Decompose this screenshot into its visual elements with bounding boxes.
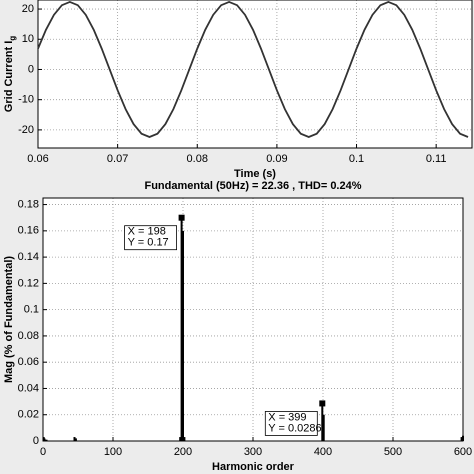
axes-frame	[42, 197, 464, 442]
x-tick-label: 100	[104, 446, 122, 458]
x-tick-label: 0.07	[107, 153, 128, 165]
x-axis-label: Time (s)	[234, 168, 276, 180]
y-tick-label: 0	[28, 63, 34, 75]
x-tick-label: 0.09	[266, 153, 287, 165]
y-tick-label: 0.08	[18, 330, 39, 342]
x-tick-label: 400	[314, 446, 332, 458]
data-tip-marker	[178, 214, 185, 221]
x-axis-label: Harmonic order	[212, 461, 295, 473]
y-tick-label: 0.1	[24, 304, 39, 316]
bottom-axes-bg	[43, 198, 463, 441]
y-axis-label: Mag (% of Fundamental)	[3, 256, 15, 383]
data-tip-text: Y = 0.0286	[268, 422, 321, 434]
x-tick-label: 0.11	[426, 153, 447, 165]
data-tip-box	[124, 225, 177, 251]
data-tip-text: X = 198	[128, 226, 166, 238]
y-tick-label: 10	[22, 33, 34, 45]
data-tip-marker	[319, 400, 326, 407]
y-tick-label: 0.04	[18, 382, 39, 394]
y-axis-label-text: Mag (% of Fundamental)	[3, 256, 15, 383]
y-tick-label: -20	[18, 124, 34, 136]
x-tick-label: 0	[40, 446, 46, 458]
y-tick-label: -10	[18, 94, 34, 106]
top-axes-bg	[38, 0, 472, 148]
x-tick-label: 600	[454, 446, 472, 458]
data-tip-text: Y = 0.17	[128, 237, 169, 249]
y-tick-label: 0.06	[18, 356, 39, 368]
y-tick-label: 0.18	[18, 198, 39, 210]
y-tick-label: 20	[22, 3, 34, 15]
y-axis-label-text: Grid Current I	[3, 41, 15, 113]
x-tick-label: 0.08	[187, 153, 208, 165]
y-tick-label: 0.12	[18, 277, 39, 289]
y-axis-label: Grid Current Ig	[3, 36, 17, 113]
data-tip-text: X = 399	[268, 411, 306, 423]
x-tick-label: 0.1	[349, 153, 364, 165]
y-tick-label: 0.14	[18, 251, 39, 263]
data-tip-box	[264, 411, 318, 436]
y-tick-label: 0.02	[18, 409, 39, 421]
x-tick-label: 0.06	[27, 153, 48, 165]
y-tick-label: 0	[33, 435, 39, 447]
x-tick-label: 300	[244, 446, 262, 458]
y-tick-label: 0.16	[18, 225, 39, 237]
y-axis-label-subscript: g	[8, 36, 17, 41]
line-series	[37, 0, 469, 138]
chart-title: Fundamental (50Hz) = 22.36 , THD= 0.24%	[144, 180, 361, 192]
x-tick-label: 200	[174, 446, 192, 458]
axes-frame	[37, 0, 473, 149]
x-tick-label: 500	[384, 446, 402, 458]
